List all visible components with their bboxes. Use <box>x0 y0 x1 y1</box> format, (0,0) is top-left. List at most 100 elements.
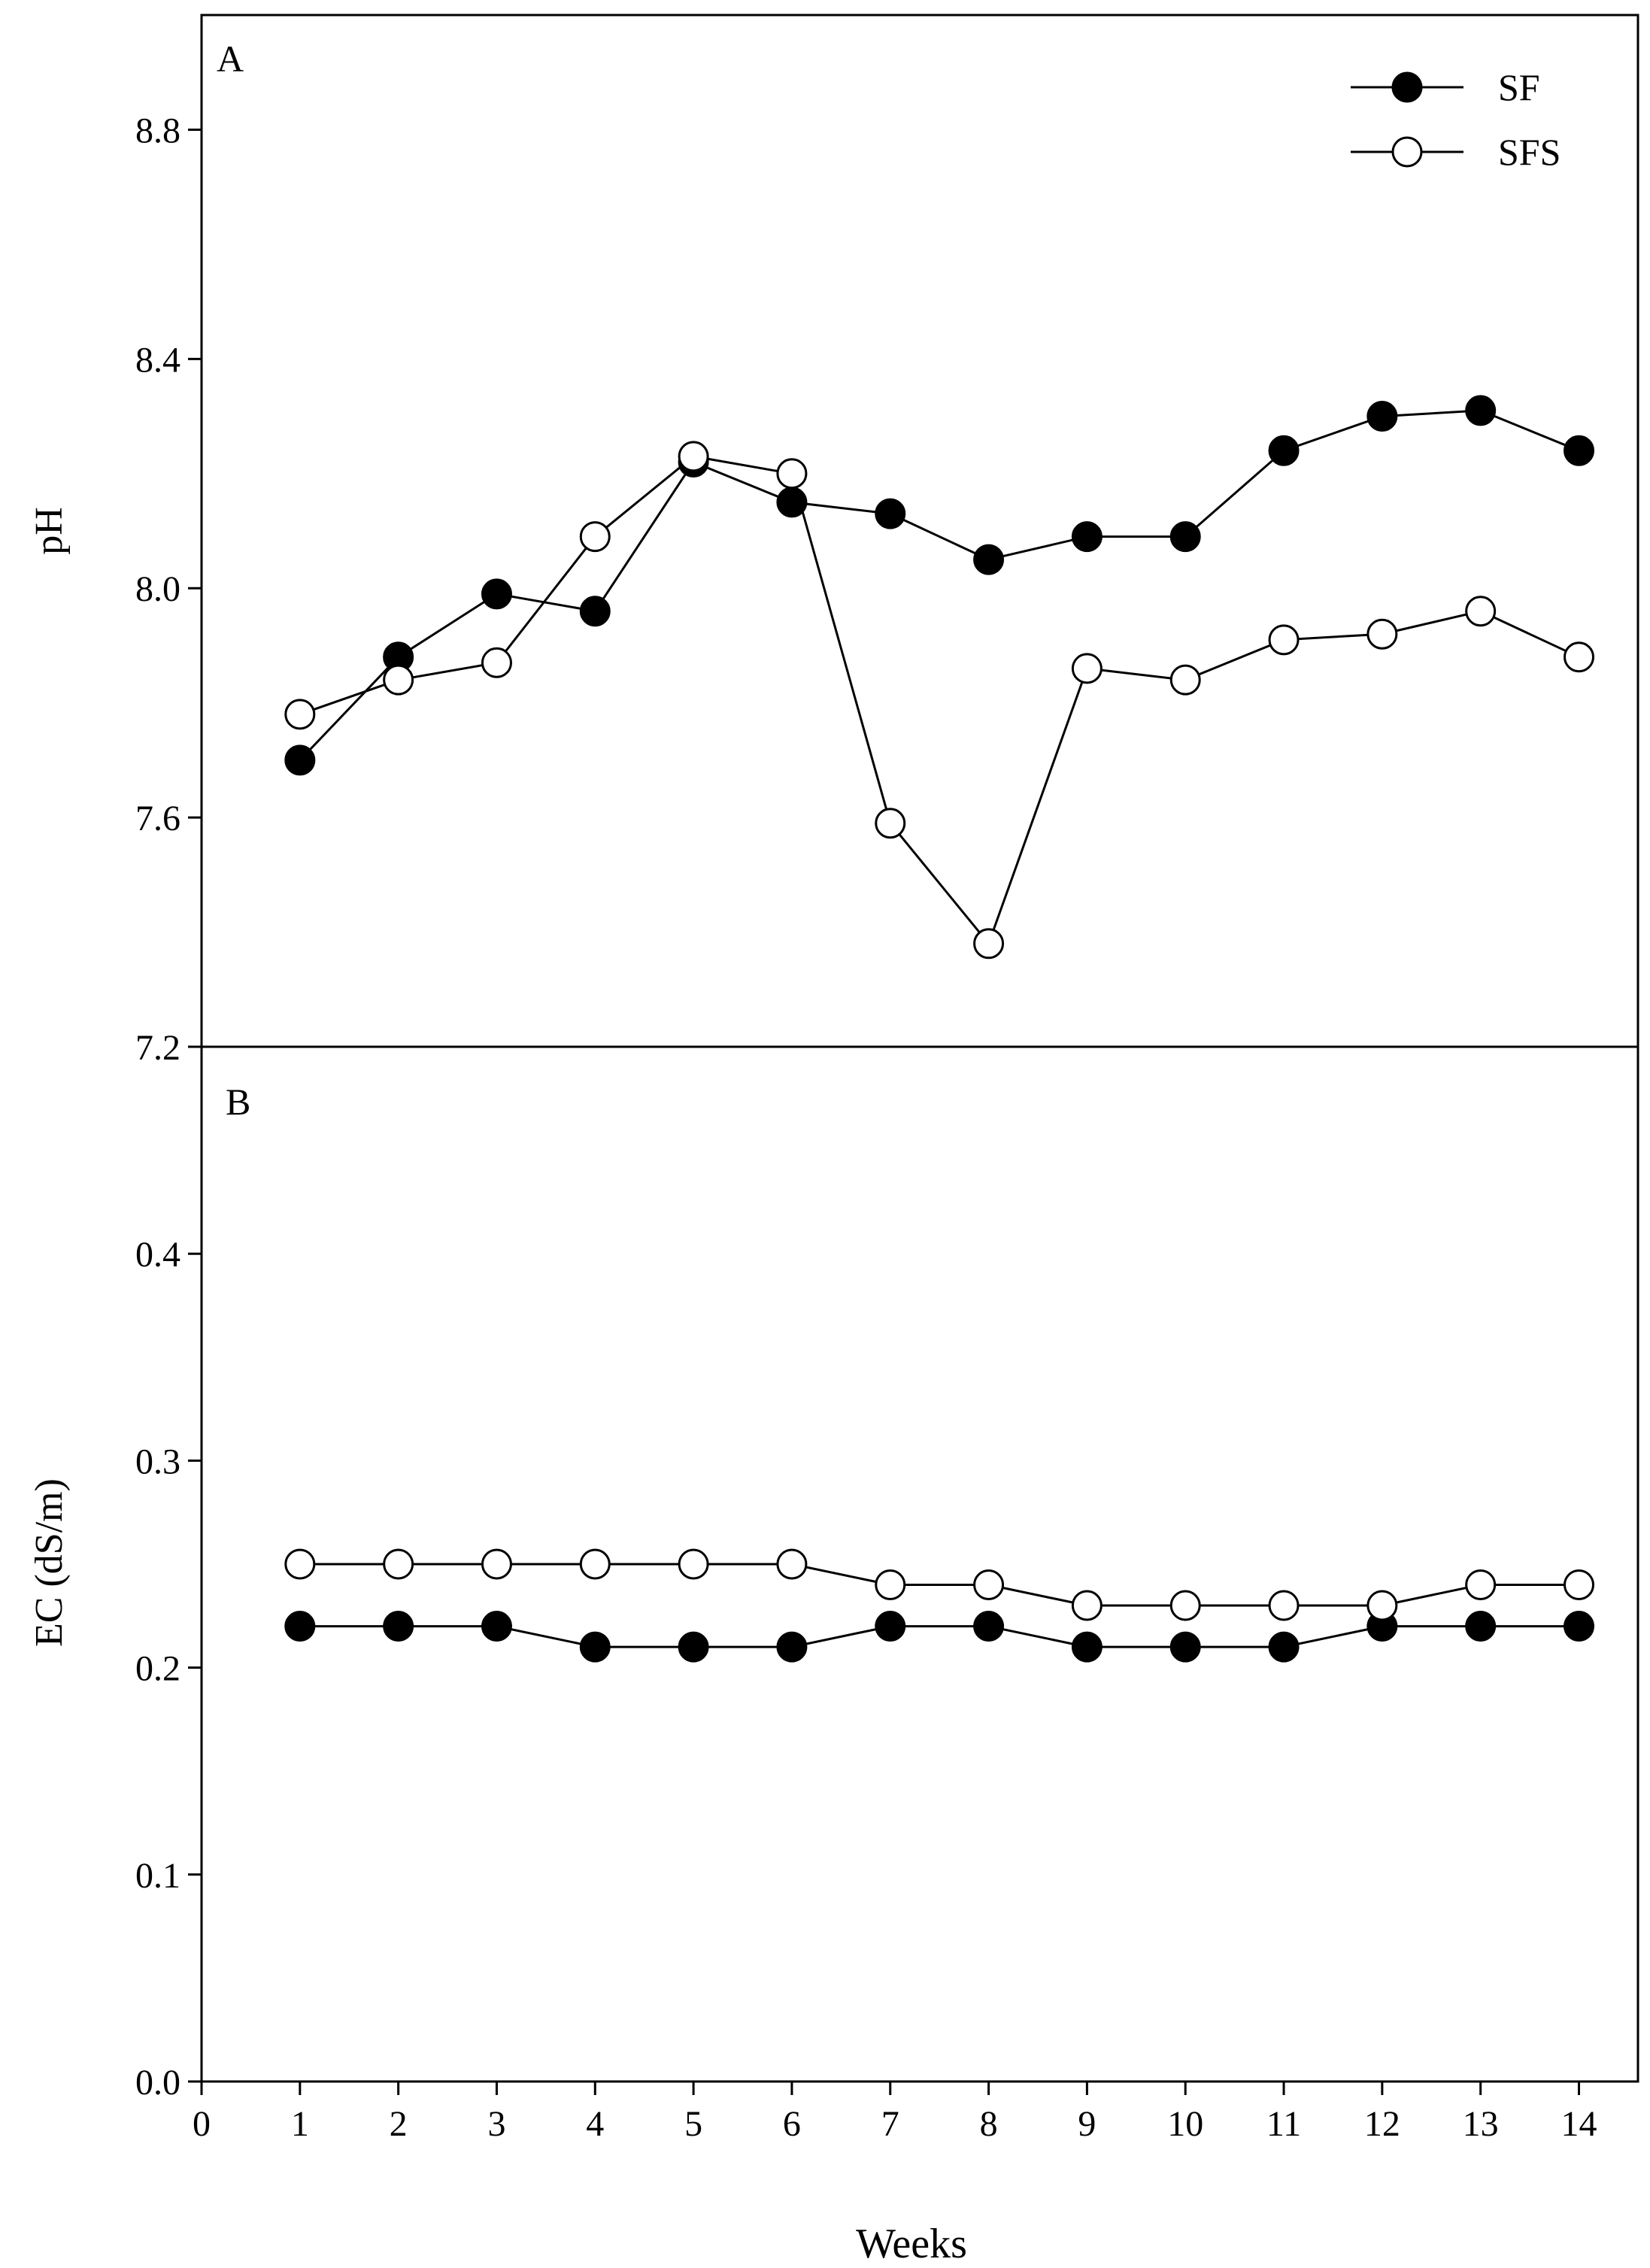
panel-b-label: B <box>226 1081 250 1123</box>
ph-point-sfs <box>973 928 1005 960</box>
ph-point-sfs <box>383 664 414 696</box>
ec-point-sfs <box>678 1548 709 1580</box>
ph-point-sf <box>1465 395 1497 426</box>
x-axis-label: Weeks <box>856 2221 967 2267</box>
ec-point-sfs <box>1268 1590 1300 1621</box>
x-tick-label: 10 <box>1167 2104 1203 2144</box>
x-tick-label: 0 <box>193 2104 211 2144</box>
ph-point-sfs <box>1268 624 1300 656</box>
ec-point-sfs <box>481 1548 512 1580</box>
x-axis-ticks: 0 1 2 3 4 5 6 7 8 9 10 11 12 13 14 <box>193 2082 1597 2144</box>
ec-point-sfs <box>1366 1590 1398 1621</box>
ph-y-tick-label: 8.8 <box>135 111 180 150</box>
x-tick-label: 2 <box>390 2104 408 2144</box>
ph-point-sfs <box>1366 618 1398 650</box>
ec-point-sf <box>579 1631 611 1663</box>
ec-point-sfs <box>1071 1590 1103 1621</box>
panel-a-label: A <box>217 38 244 80</box>
x-tick-label: 5 <box>684 2104 702 2144</box>
ph-point-sf <box>1366 401 1398 432</box>
ph-point-sfs <box>776 458 808 490</box>
panel-a-frame <box>200 14 1639 1048</box>
ph-point-sf <box>875 498 906 529</box>
ec-point-sf <box>973 1611 1005 1642</box>
ec-point-sf <box>383 1611 414 1642</box>
panel-b-ticks: 0.0 0.1 0.2 0.3 0.4 <box>135 1235 202 2103</box>
ec-point-sfs <box>1169 1590 1201 1621</box>
ec-point-sf <box>1268 1631 1300 1663</box>
y-axis-label-ph: pH <box>28 507 71 555</box>
ec-point-sf <box>1465 1611 1497 1642</box>
ec-y-tick-label: 0.0 <box>135 2063 180 2103</box>
ph-point-sf <box>284 744 316 776</box>
ec-point-sfs <box>579 1548 611 1580</box>
ec-series-line-sf <box>299 1625 1579 1648</box>
ec-point-sf <box>1169 1631 1201 1663</box>
panel-b-series <box>284 1548 1595 1663</box>
x-tick-label: 4 <box>586 2104 604 2144</box>
ph-point-sfs <box>1071 653 1103 684</box>
ph-point-sfs <box>1465 596 1497 627</box>
x-tick-label: 9 <box>1078 2104 1096 2144</box>
ec-point-sf <box>1071 1631 1103 1663</box>
ec-point-sf <box>776 1631 808 1663</box>
ec-point-sf <box>481 1611 512 1642</box>
ec-y-tick-label: 0.2 <box>135 1649 180 1689</box>
ec-point-sfs <box>284 1548 316 1580</box>
ph-point-sfs <box>678 441 709 472</box>
ph-point-sf <box>1071 521 1103 553</box>
ph-y-tick-label: 7.6 <box>135 799 180 838</box>
ph-point-sf <box>776 487 808 518</box>
ph-point-sf <box>973 544 1005 575</box>
ph-y-tick-label: 8.0 <box>135 569 180 609</box>
ec-point-sf <box>875 1611 906 1642</box>
ph-point-sf <box>1169 521 1201 553</box>
ec-point-sf <box>1564 1611 1595 1642</box>
ph-series-line-sfs <box>299 455 1580 946</box>
x-tick-label: 13 <box>1463 2104 1499 2144</box>
ec-series-line-sfs <box>299 1563 1579 1607</box>
legend-sfs-marker <box>1391 136 1423 168</box>
ec-point-sfs <box>383 1548 414 1580</box>
ec-point-sfs <box>1564 1569 1595 1601</box>
ph-point-sf <box>1268 435 1300 466</box>
x-tick-label: 6 <box>783 2104 801 2144</box>
x-tick-label: 14 <box>1561 2104 1597 2144</box>
y-axis-label-ec: EC (dS/m) <box>28 1478 71 1647</box>
ph-y-tick-label: 8.4 <box>135 340 180 380</box>
x-tick-label: 3 <box>487 2104 505 2144</box>
ec-point-sfs <box>973 1569 1005 1601</box>
ph-series-line-sf <box>299 409 1580 761</box>
ec-point-sf <box>284 1611 316 1642</box>
ec-y-tick-label: 0.1 <box>135 1856 180 1896</box>
ec-y-tick-label: 0.4 <box>135 1235 180 1275</box>
x-tick-label: 8 <box>980 2104 998 2144</box>
ec-point-sfs <box>875 1569 906 1601</box>
legend-sfs-label: SFS <box>1498 131 1561 173</box>
ph-point-sfs <box>1169 664 1201 696</box>
legend: SF SFS <box>1351 66 1561 173</box>
panel-a-series <box>284 395 1595 960</box>
panel-a-ticks: 7.2 7.6 8.0 8.4 8.8 <box>135 111 202 1068</box>
x-tick-label: 12 <box>1364 2104 1400 2144</box>
ph-point-sfs <box>875 808 906 839</box>
legend-sf-label: SF <box>1498 66 1540 108</box>
legend-sf-marker <box>1391 71 1423 103</box>
x-tick-label: 7 <box>881 2104 899 2144</box>
ph-point-sfs <box>1564 641 1595 673</box>
panel-b-frame <box>200 1045 1639 2083</box>
ph-point-sfs <box>579 521 611 553</box>
ec-point-sf <box>678 1631 709 1663</box>
ph-point-sf <box>579 596 611 627</box>
ph-point-sfs <box>481 647 512 678</box>
x-tick-label: 11 <box>1266 2104 1301 2144</box>
ph-point-sfs <box>284 699 316 730</box>
ec-point-sfs <box>1465 1569 1497 1601</box>
ph-point-sf <box>481 578 512 610</box>
x-tick-label: 1 <box>291 2104 309 2144</box>
ec-point-sfs <box>776 1548 808 1580</box>
ph-y-tick-label: 7.2 <box>135 1028 180 1068</box>
ec-y-tick-label: 0.3 <box>135 1442 180 1481</box>
ph-point-sf <box>1564 435 1595 466</box>
